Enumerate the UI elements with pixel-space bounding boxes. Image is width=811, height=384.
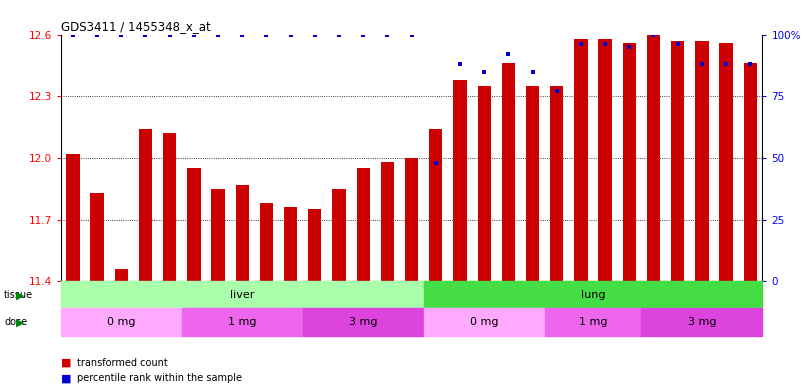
- Bar: [333, 189, 345, 281]
- Bar: [453, 80, 466, 281]
- Bar: [91, 193, 104, 281]
- Bar: [671, 41, 684, 281]
- Text: 3 mg: 3 mg: [688, 317, 716, 327]
- Point: [623, 44, 636, 50]
- Point: [744, 61, 757, 67]
- Text: ■: ■: [61, 373, 71, 383]
- Bar: [478, 86, 491, 281]
- Bar: [308, 209, 321, 281]
- Bar: [647, 35, 660, 281]
- Point: [574, 41, 587, 48]
- Text: lung: lung: [581, 290, 605, 300]
- Bar: [163, 133, 176, 281]
- Bar: [284, 207, 298, 281]
- Bar: [642, 308, 762, 336]
- Point: [284, 31, 297, 38]
- Bar: [380, 162, 394, 281]
- Text: percentile rank within the sample: percentile rank within the sample: [77, 373, 242, 383]
- Bar: [599, 39, 611, 281]
- Text: liver: liver: [230, 290, 255, 300]
- Bar: [502, 63, 515, 281]
- Point: [550, 88, 563, 94]
- Bar: [623, 43, 636, 281]
- Point: [429, 160, 442, 166]
- Text: 0 mg: 0 mg: [107, 317, 135, 327]
- Point: [187, 31, 200, 38]
- Point: [381, 31, 394, 38]
- Bar: [719, 43, 732, 281]
- Point: [333, 31, 345, 38]
- Point: [91, 31, 104, 38]
- Text: 1 mg: 1 mg: [579, 317, 607, 327]
- Bar: [357, 168, 370, 281]
- Point: [478, 68, 491, 74]
- Bar: [67, 154, 79, 281]
- Bar: [550, 86, 564, 281]
- Bar: [429, 129, 443, 281]
- Point: [308, 31, 321, 38]
- Point: [672, 41, 684, 48]
- Point: [260, 31, 273, 38]
- Bar: [526, 86, 539, 281]
- Text: ▶: ▶: [16, 317, 24, 327]
- Bar: [405, 158, 418, 281]
- Text: dose: dose: [4, 317, 28, 327]
- Point: [719, 61, 732, 67]
- Point: [453, 61, 466, 67]
- Bar: [423, 281, 762, 309]
- Bar: [303, 308, 423, 336]
- Bar: [114, 269, 128, 281]
- Text: ■: ■: [61, 358, 71, 368]
- Point: [67, 31, 79, 38]
- Bar: [695, 41, 709, 281]
- Bar: [744, 63, 757, 281]
- Bar: [61, 281, 423, 309]
- Point: [526, 68, 539, 74]
- Bar: [182, 308, 303, 336]
- Text: tissue: tissue: [4, 290, 33, 300]
- Point: [695, 61, 708, 67]
- Point: [599, 41, 611, 48]
- Bar: [423, 308, 545, 336]
- Bar: [236, 185, 249, 281]
- Bar: [545, 308, 642, 336]
- Point: [139, 31, 152, 38]
- Bar: [187, 168, 200, 281]
- Point: [236, 31, 249, 38]
- Point: [502, 51, 515, 57]
- Point: [647, 31, 660, 38]
- Point: [212, 31, 225, 38]
- Text: 1 mg: 1 mg: [228, 317, 256, 327]
- Bar: [574, 39, 587, 281]
- Text: ▶: ▶: [16, 290, 24, 300]
- Bar: [139, 129, 152, 281]
- Bar: [212, 189, 225, 281]
- Text: 3 mg: 3 mg: [349, 317, 377, 327]
- Text: 0 mg: 0 mg: [470, 317, 499, 327]
- Text: GDS3411 / 1455348_x_at: GDS3411 / 1455348_x_at: [61, 20, 211, 33]
- Text: transformed count: transformed count: [77, 358, 168, 368]
- Point: [405, 31, 418, 38]
- Point: [115, 31, 128, 38]
- Point: [163, 31, 176, 38]
- Bar: [260, 203, 273, 281]
- Bar: [61, 308, 182, 336]
- Point: [357, 31, 370, 38]
